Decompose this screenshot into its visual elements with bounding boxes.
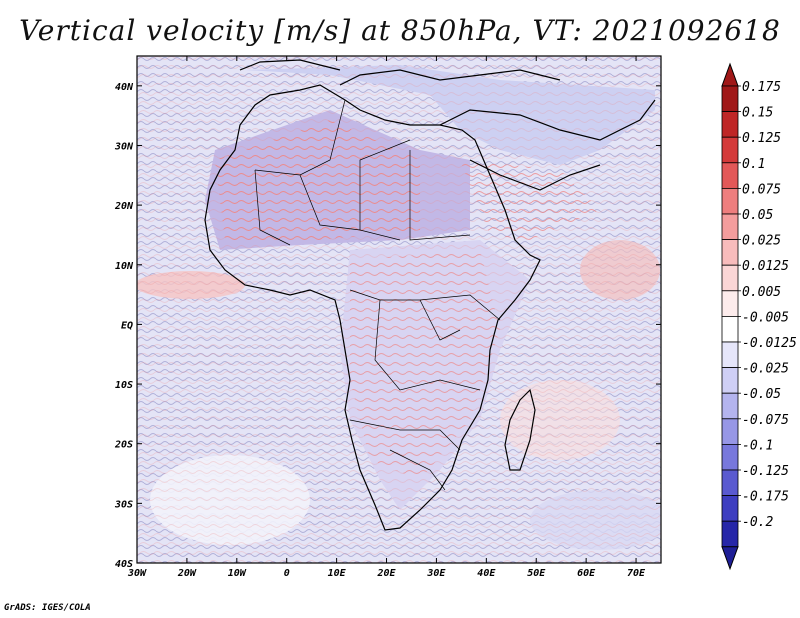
- lon-tick-label: 50E: [527, 568, 546, 579]
- colorbar: 0.175 0.15 0.125 0.1 0.075 0.05 0.025 0.0125 0.0…: [721, 62, 797, 571]
- longitude-axis: 30W 20W 10W 0 10E 20E 30E 40E 50E 60E 70E: [127, 56, 646, 579]
- colorbar-swatch: [721, 290, 739, 317]
- colorbar-label: -0.075: [742, 413, 789, 428]
- lon-tick-label: 70E: [627, 568, 646, 579]
- colorbar-swatch: [721, 85, 739, 113]
- colorbar-top-arrow: [721, 62, 739, 87]
- colorbar-label: -0.05: [742, 387, 781, 402]
- colorbar-label: 0.1: [742, 157, 765, 172]
- lon-tick-label: 20W: [177, 568, 197, 579]
- colorbar-swatch: [721, 367, 739, 394]
- colorbar-swatch: [721, 520, 739, 548]
- lon-tick-label: 40E: [477, 568, 496, 579]
- colorbar-swatch: [721, 392, 739, 420]
- lon-tick-label: 30W: [127, 568, 147, 579]
- colorbar-label: -0.1: [742, 438, 773, 453]
- lat-tick-label: 10N: [115, 261, 134, 272]
- colorbar-bottom-arrow: [721, 546, 739, 571]
- colorbar-label: 0.025: [742, 234, 781, 249]
- colorbar-swatch: [721, 469, 739, 497]
- colorbar-label: 0.05: [742, 208, 773, 223]
- colorbar-label: 0.125: [742, 131, 781, 146]
- colorbar-swatch: [721, 341, 739, 369]
- colorbar-swatch: [721, 111, 739, 138]
- lat-tick-label: 30N: [114, 141, 134, 152]
- colorbar-swatch: [721, 443, 739, 471]
- colorbar-label: -0.2: [742, 515, 773, 530]
- colorbar-swatch: [721, 162, 739, 189]
- map-frame: [136, 55, 662, 564]
- colorbar-label: 0.15: [742, 106, 773, 121]
- colorbar-swatch: [721, 495, 739, 522]
- lat-tick-label: 20N: [114, 201, 134, 212]
- velocity-field: [137, 56, 661, 563]
- lon-tick-label: 10W: [228, 568, 247, 579]
- lon-tick-label: 60E: [577, 568, 596, 579]
- colorbar-label: -0.0125: [742, 336, 797, 351]
- lat-tick-label: 40N: [115, 82, 134, 93]
- lon-tick-label: 10E: [328, 568, 347, 579]
- colorbar-label: -0.025: [742, 362, 789, 377]
- lat-tick-label: 30S: [114, 499, 133, 510]
- colorbar-swatch: [721, 213, 739, 241]
- lon-tick-label: 30E: [426, 568, 446, 579]
- colorbar-label: 0.0125: [742, 259, 789, 274]
- lon-tick-label: 20E: [376, 568, 396, 579]
- colorbar-label: -0.005: [742, 310, 789, 325]
- colorbar-swatch: [721, 418, 739, 445]
- lat-tick-label: EQ: [121, 320, 133, 331]
- coastlines: [204, 59, 656, 531]
- colorbar-swatch: [721, 264, 739, 292]
- colorbar-swatch: [721, 239, 739, 266]
- map-title: Vertical velocity [m/s] at 850hPa, VT: 2…: [19, 14, 781, 47]
- credit-label: GrADS: IGES/COLA: [4, 603, 91, 613]
- lon-tick-label: 0: [284, 568, 290, 579]
- lat-tick-label: 20S: [114, 440, 133, 451]
- colorbar-label: 0.175: [742, 80, 781, 95]
- colorbar-swatch: [721, 136, 739, 164]
- colorbar-label: -0.125: [742, 464, 789, 479]
- colorbar-swatch: [721, 187, 739, 215]
- colorbar-label: 0.005: [742, 285, 781, 300]
- lat-tick-label: 40S: [115, 559, 133, 570]
- lat-tick-label: 10S: [115, 380, 133, 391]
- country-borders: [254, 99, 501, 491]
- colorbar-swatch: [721, 315, 739, 343]
- latitude-axis: 40N 30N 20N 10N EQ 10S 20S 30S 40S: [114, 82, 661, 570]
- colorbar-label: -0.175: [742, 490, 789, 505]
- colorbar-label: 0.075: [742, 182, 781, 197]
